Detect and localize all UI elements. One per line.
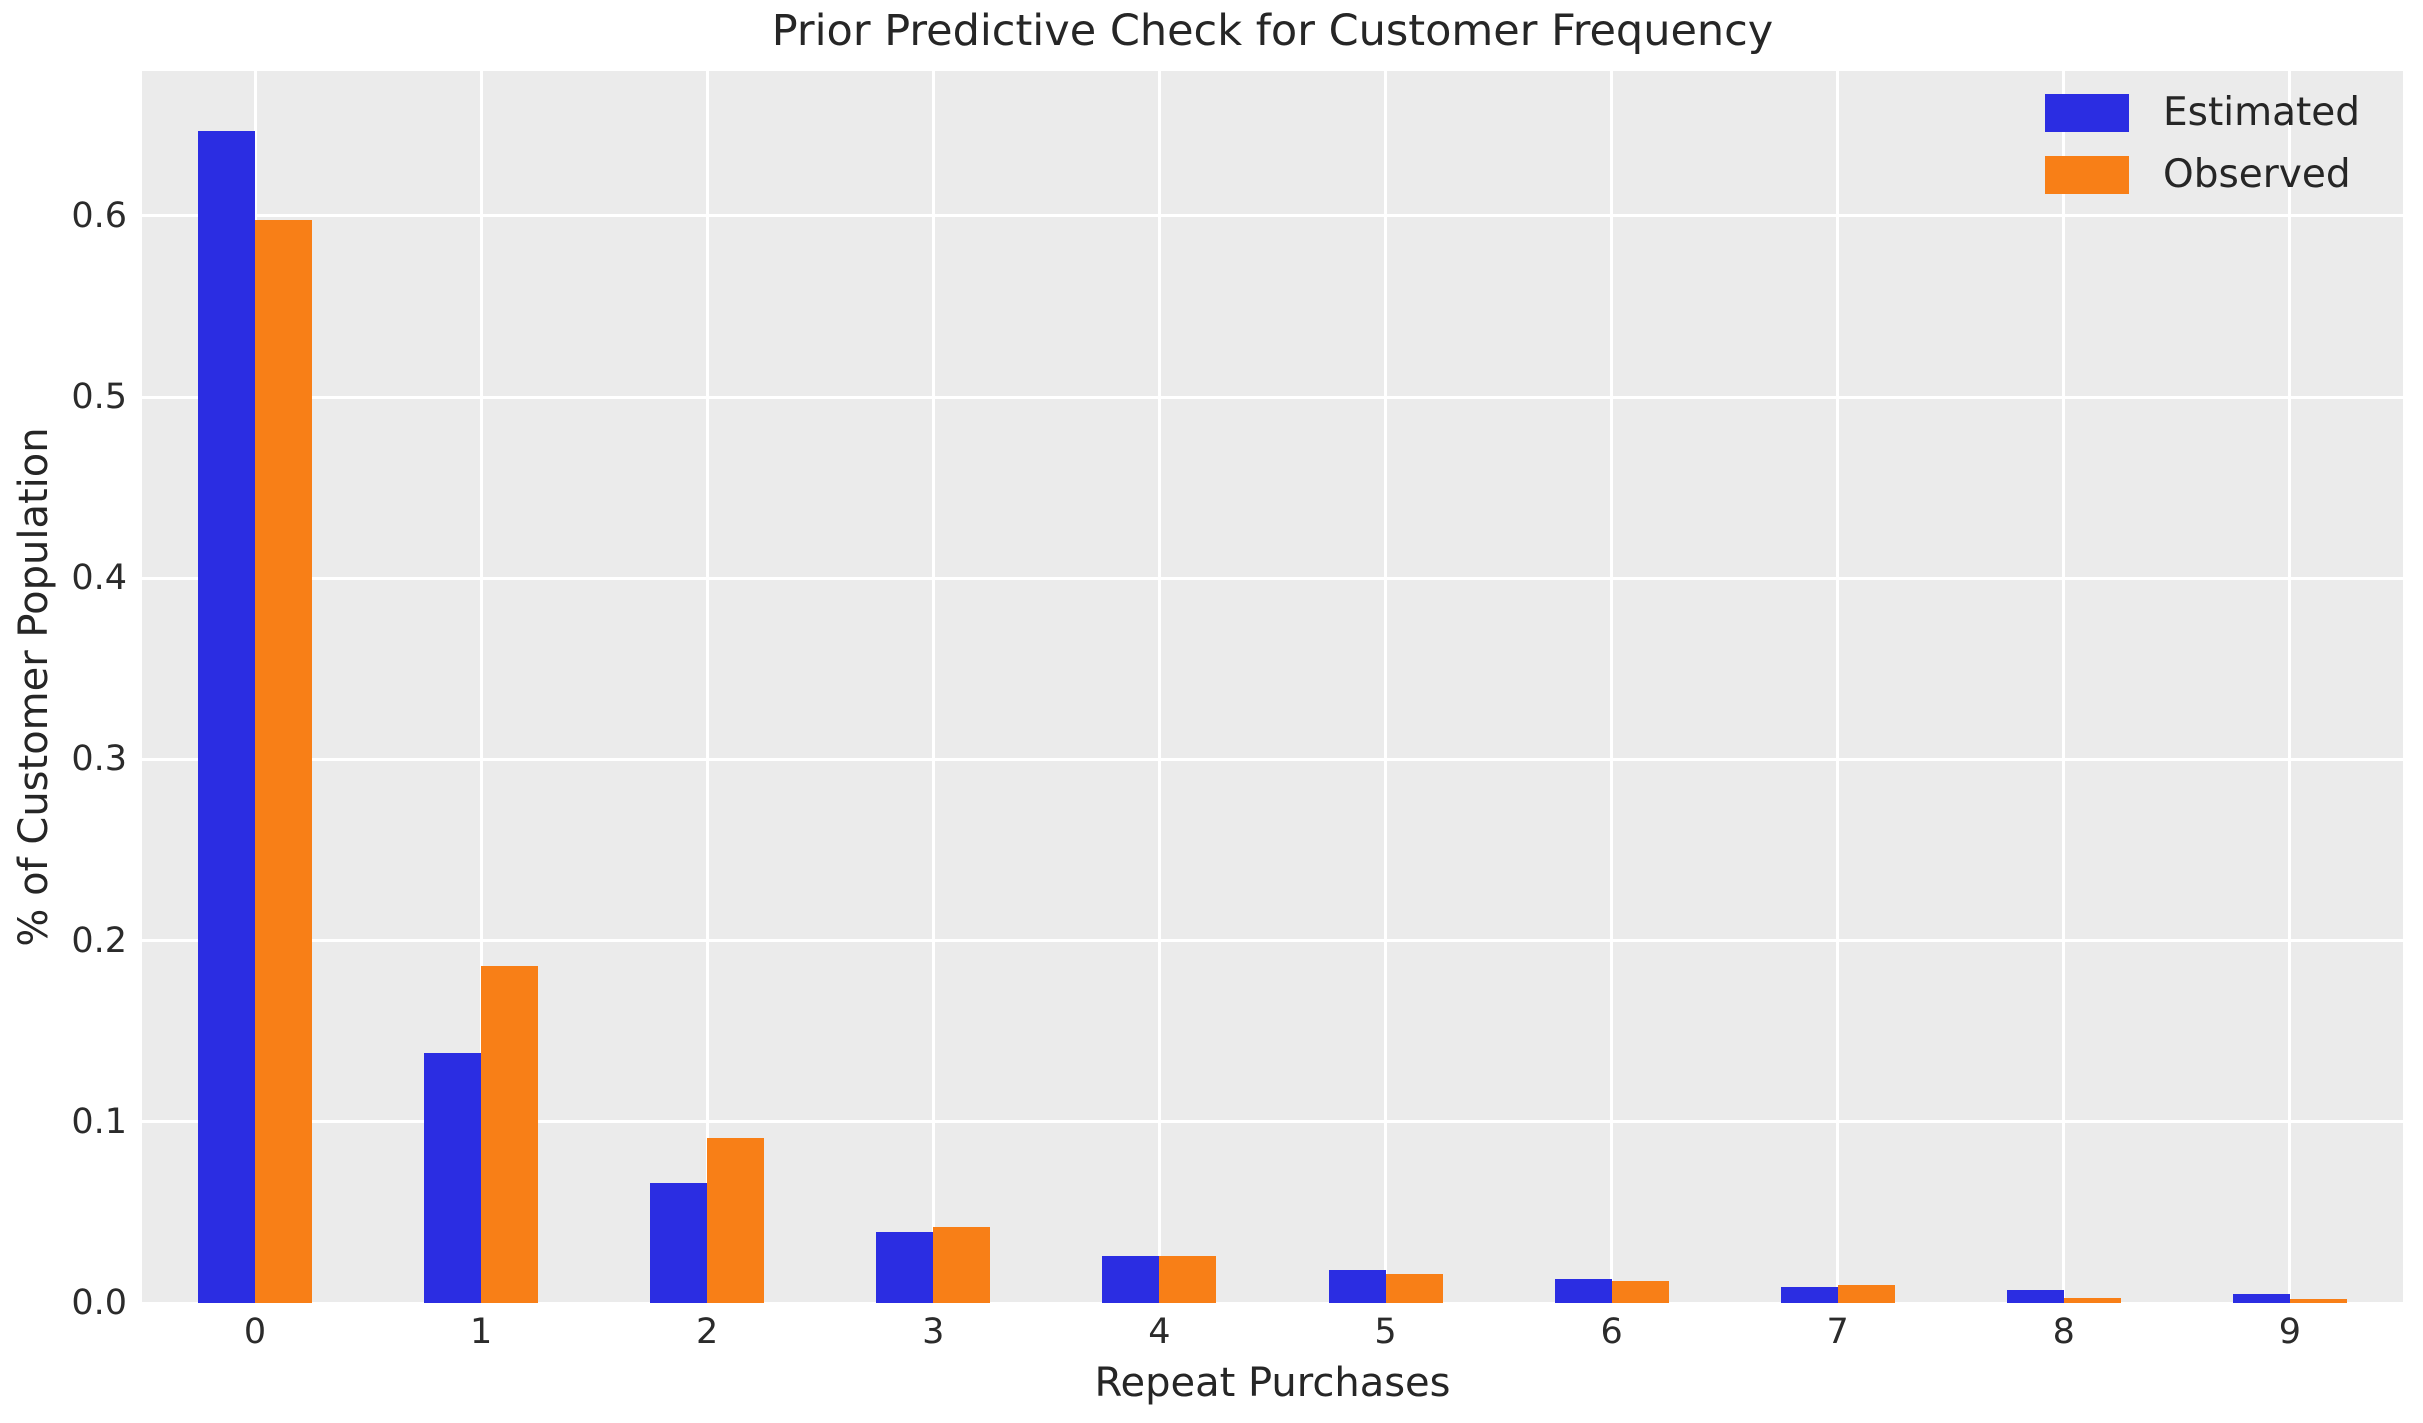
bar-observed-5 (1385, 1274, 1443, 1303)
bar-estimated-2 (650, 1183, 708, 1303)
chart-title: Prior Predictive Check for Customer Freq… (771, 6, 1774, 56)
gridline-h-0.6 (142, 214, 2403, 218)
bar-estimated-1 (424, 1052, 482, 1303)
x-tick-label-2: 2 (696, 1312, 719, 1352)
y-tick-label-0.0: 0.0 (71, 1283, 127, 1323)
legend-swatch-estimated-icon (2045, 93, 2129, 132)
bar-observed-2 (707, 1138, 765, 1303)
gridline-h-0.0 (142, 1301, 2403, 1305)
gridline-v-6 (1610, 71, 1614, 1303)
bar-observed-0 (255, 219, 313, 1303)
gridline-v-4 (1157, 71, 1161, 1303)
gridline-h-0.5 (142, 395, 2403, 399)
x-tick-label-3: 3 (922, 1312, 945, 1352)
legend-label-observed: Observed (2163, 152, 2351, 197)
gridline-v-5 (1384, 71, 1388, 1303)
gridline-h-0.1 (142, 1120, 2403, 1124)
legend-swatch-observed-icon (2045, 155, 2129, 194)
legend-label-estimated: Estimated (2163, 90, 2361, 135)
x-tick-label-4: 4 (1148, 1312, 1171, 1352)
gridline-v-1 (479, 71, 483, 1303)
x-tick-label-1: 1 (469, 1312, 493, 1352)
x-tick-label-0: 0 (243, 1312, 267, 1352)
legend-item-observed: Observed (2045, 152, 2360, 197)
bar-observed-8 (2063, 1298, 2121, 1303)
x-tick-label-9: 9 (2278, 1312, 2302, 1352)
bar-observed-1 (481, 966, 539, 1303)
x-axis-label: Repeat Purchases (1094, 1360, 1451, 1406)
y-tick-label-0.5: 0.5 (71, 377, 127, 418)
bar-estimated-4 (1102, 1255, 1160, 1303)
bar-observed-3 (933, 1226, 991, 1303)
x-tick-label-6: 6 (1600, 1312, 1623, 1352)
legend: Estimated Observed (2045, 90, 2360, 197)
gridline-h-0.2 (142, 939, 2403, 943)
y-tick-label-0.4: 0.4 (71, 558, 127, 599)
x-tick-label-7: 7 (1826, 1312, 1849, 1352)
bar-estimated-9 (2232, 1293, 2290, 1303)
plot-area (142, 71, 2403, 1305)
legend-item-estimated: Estimated (2045, 90, 2360, 135)
bar-observed-9 (2289, 1299, 2347, 1303)
gridline-v-2 (705, 71, 709, 1303)
gridline-h-0.4 (142, 576, 2403, 580)
bar-estimated-8 (2006, 1290, 2064, 1303)
bar-observed-4 (1159, 1255, 1217, 1303)
y-tick-label-0.2: 0.2 (71, 920, 127, 961)
gridline-v-3 (931, 71, 935, 1303)
bar-estimated-6 (1554, 1279, 1612, 1303)
gridline-v-8 (2062, 71, 2066, 1303)
y-tick-label-0.6: 0.6 (71, 195, 127, 236)
x-tick-label-8: 8 (2052, 1312, 2075, 1352)
gridline-h-0.3 (142, 757, 2403, 761)
bar-estimated-5 (1328, 1270, 1386, 1303)
bar-estimated-3 (876, 1232, 934, 1303)
bar-observed-7 (1837, 1284, 1895, 1303)
bar-estimated-0 (198, 130, 256, 1303)
y-tick-label-0.1: 0.1 (71, 1101, 127, 1142)
x-tick-label-5: 5 (1374, 1312, 1397, 1352)
bar-observed-6 (1611, 1281, 1669, 1303)
y-tick-label-0.3: 0.3 (71, 739, 127, 780)
y-axis-label: % of Customer Population (11, 427, 57, 947)
gridline-v-9 (2288, 71, 2292, 1303)
gridline-v-7 (1836, 71, 1840, 1303)
bar-estimated-7 (1780, 1286, 1838, 1303)
